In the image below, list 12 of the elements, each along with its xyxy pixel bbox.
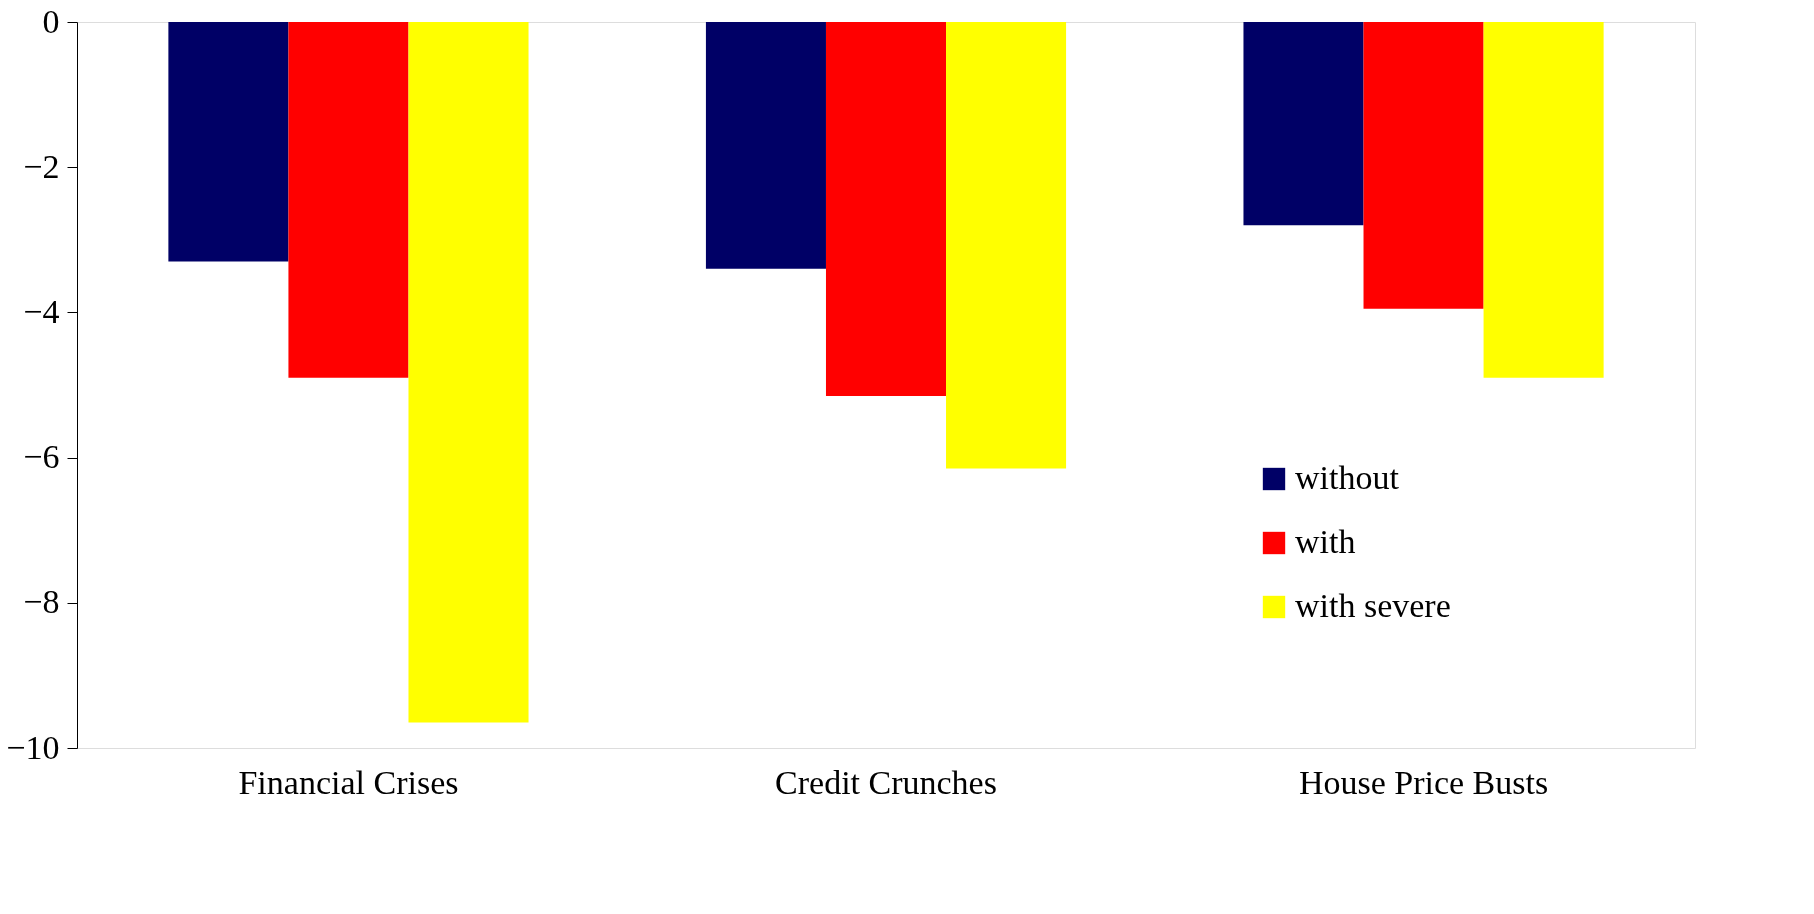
y-tick-label: −4: [23, 292, 60, 330]
legend-label: without: [1295, 459, 1400, 496]
y-tick-label: −8: [23, 583, 60, 621]
y-tick-label: −2: [23, 147, 60, 185]
legend-label: with: [1295, 523, 1356, 560]
legend-label: with severe: [1295, 587, 1451, 624]
x-tick-label: Financial Crises: [238, 763, 459, 801]
x-tick-label: House Price Busts: [1298, 763, 1549, 801]
y-tick-label: 0: [42, 2, 60, 40]
y-tick-label: −10: [6, 728, 60, 766]
y-tick-label: −6: [23, 438, 60, 476]
x-tick-label: Credit Crunches: [775, 763, 997, 801]
